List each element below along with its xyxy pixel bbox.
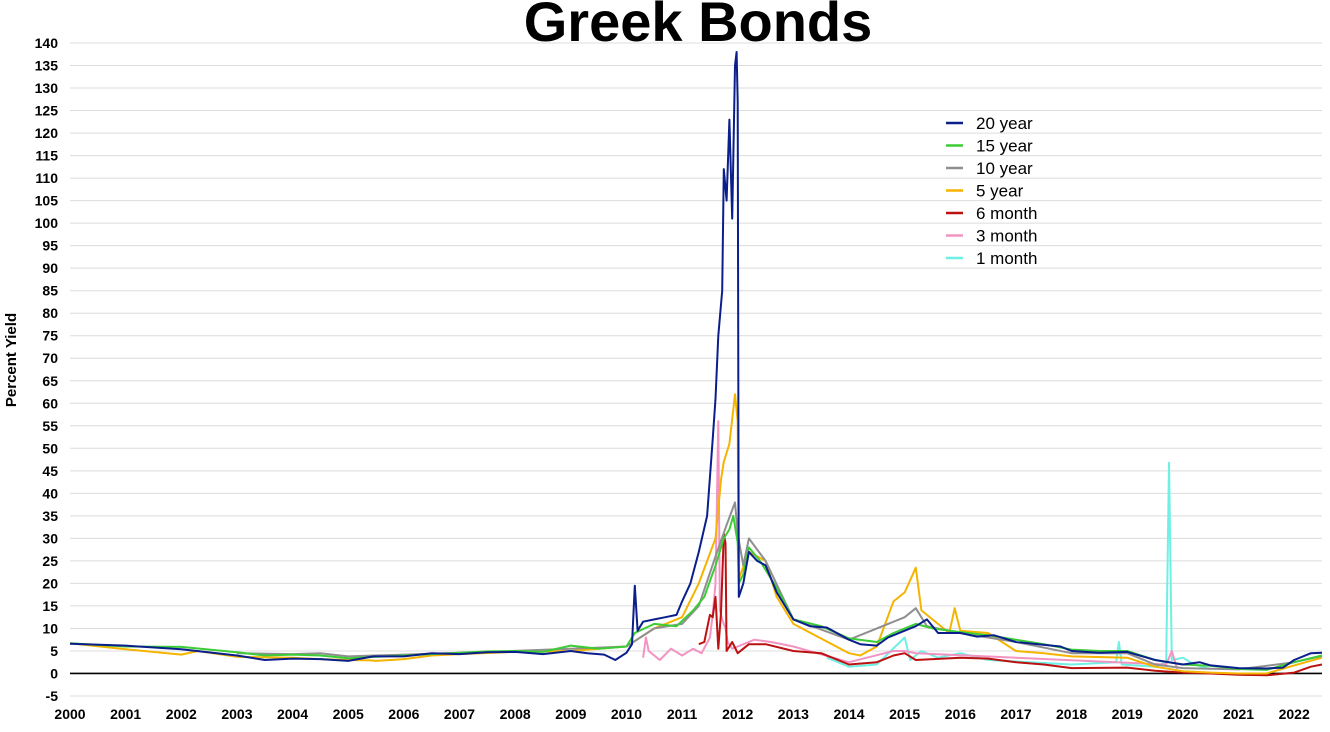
x-tick-label: 2011 (667, 706, 698, 722)
y-tick-label: 90 (42, 260, 58, 276)
x-tick-label: 2018 (1056, 706, 1087, 722)
x-tick-label: 2021 (1223, 706, 1254, 722)
y-tick-label: 20 (42, 575, 58, 591)
y-tick-label: 105 (35, 193, 59, 209)
y-tick-label: 140 (35, 35, 59, 51)
x-tick-label: 2019 (1112, 706, 1143, 722)
series-line-6-month (698, 532, 1323, 677)
x-tick-label: 2000 (54, 706, 85, 722)
x-tick-label: 2009 (555, 706, 586, 722)
series-line-5-year (69, 393, 1323, 675)
y-tick-label: 80 (42, 305, 58, 321)
legend-label: 3 month (976, 227, 1037, 246)
chart-title: Greek Bonds (524, 0, 873, 53)
x-tick-label: 2017 (1000, 706, 1031, 722)
y-tick-label: 70 (42, 350, 58, 366)
y-tick-label: 100 (35, 215, 59, 231)
series-line-15-year (69, 514, 1323, 671)
grid-lines (70, 42, 1322, 697)
x-tick-label: 2006 (388, 706, 419, 722)
y-tick-label: 115 (35, 148, 58, 164)
x-tick-label: 2008 (500, 706, 531, 722)
series-line-1-month (826, 461, 1211, 670)
x-tick-label: 2015 (889, 706, 920, 722)
y-tick-label: 5 (50, 643, 58, 659)
y-tick-label: 110 (35, 170, 58, 186)
y-tick-label: 60 (42, 395, 58, 411)
y-tick-label: 35 (42, 508, 58, 524)
legend-label: 10 year (976, 159, 1033, 178)
y-tick-label: 65 (42, 373, 58, 389)
x-tick-label: 2005 (333, 706, 364, 722)
y-axis-ticks: -5 0 5 10 15 20 25 30 35 40 45 50 55 60 65 70 75 80 85 90 95… (35, 35, 59, 704)
legend-label: 1 month (976, 249, 1037, 268)
y-tick-label: 25 (42, 553, 58, 569)
y-tick-label: 30 (42, 530, 58, 546)
legend-label: 15 year (976, 137, 1033, 156)
y-tick-label: -5 (46, 688, 59, 704)
series-line-20-year (69, 51, 1323, 670)
legend-label: 6 month (976, 204, 1037, 223)
x-tick-label: 2004 (277, 706, 308, 722)
x-tick-label: 2014 (833, 706, 864, 722)
y-tick-label: 15 (42, 598, 58, 614)
y-tick-label: 125 (35, 103, 59, 119)
x-tick-label: 2013 (778, 706, 809, 722)
series-line-3-month (642, 420, 1179, 670)
y-tick-label: 45 (42, 463, 58, 479)
y-tick-label: 10 (42, 620, 58, 636)
x-tick-label: 2007 (444, 706, 475, 722)
y-tick-label: 95 (42, 238, 58, 254)
legend-label: 5 year (976, 182, 1024, 201)
y-tick-label: 130 (35, 80, 59, 96)
x-tick-label: 2003 (221, 706, 252, 722)
y-axis-label: Percent Yield (3, 313, 20, 407)
legend: 20 year 15 year 10 year 5 year 6 month 3 mont… (946, 114, 1037, 268)
x-tick-label: 2012 (722, 706, 753, 722)
x-tick-label: 2001 (110, 706, 141, 722)
y-tick-label: 120 (35, 125, 59, 141)
x-tick-label: 2016 (945, 706, 976, 722)
y-tick-label: 50 (42, 440, 58, 456)
x-tick-label: 2002 (166, 706, 197, 722)
y-tick-label: 75 (42, 328, 58, 344)
y-tick-label: 55 (42, 418, 58, 434)
x-axis-ticks: 2000 2001 2002 2003 2004 2005 2006 2007 2008 2009… (54, 706, 1310, 722)
y-tick-label: 85 (42, 283, 58, 299)
y-tick-label: 0 (50, 665, 58, 681)
series-lines (69, 51, 1323, 677)
x-tick-label: 2022 (1279, 706, 1310, 722)
y-tick-label: 40 (42, 485, 58, 501)
series-line-10-year (236, 501, 1323, 671)
x-tick-label: 2010 (611, 706, 642, 722)
y-tick-label: 135 (35, 58, 59, 74)
legend-label: 20 year (976, 114, 1033, 133)
x-tick-label: 2020 (1167, 706, 1198, 722)
